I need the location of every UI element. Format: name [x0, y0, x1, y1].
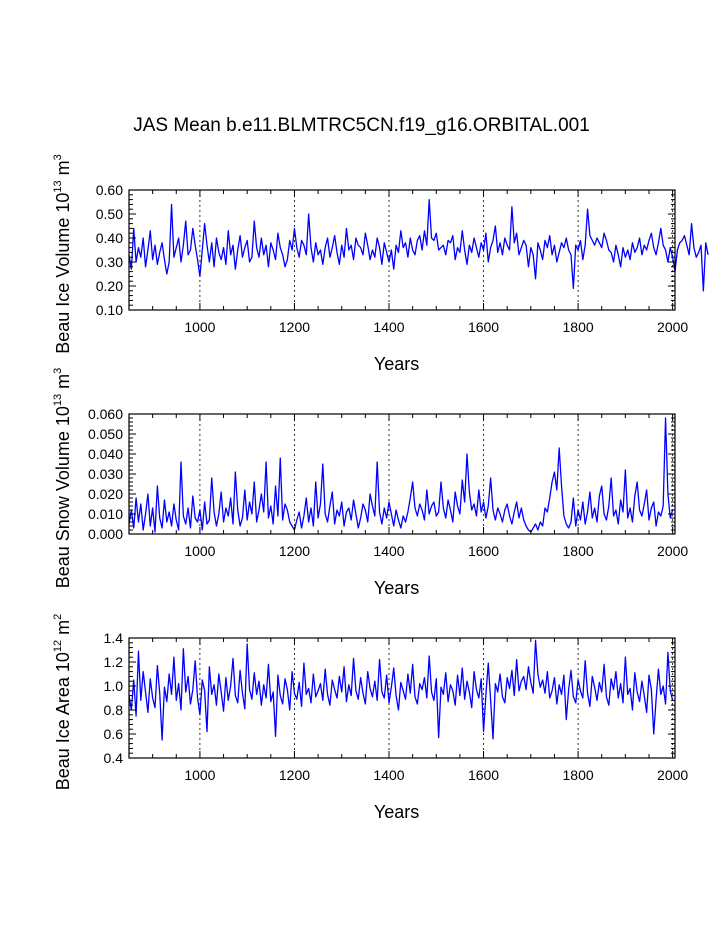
y-axis-title: Beau Ice Volume 1013 m3 — [52, 154, 73, 354]
y-tick-label: 0.10 — [96, 302, 123, 318]
y-tick-label: 0.050 — [88, 426, 123, 442]
x-tick-label: 1400 — [373, 767, 404, 783]
x-tick-label: 1400 — [373, 543, 404, 559]
y-axis-title-unit: m — [53, 620, 73, 640]
y-tick-label: 0.20 — [96, 278, 123, 294]
y-tick-label: 0.30 — [96, 254, 123, 270]
y-axis-title-exp: 13 — [52, 180, 64, 192]
y-axis-title: Beau Snow Volume 1013 m3 — [52, 368, 73, 589]
panel-1: 1000 1200 1400 1600 1800 2000 0.10 0.20 0.30 0.40… — [52, 154, 709, 374]
y-tick-label: 0.8 — [104, 702, 124, 718]
x-tick-label: 1000 — [184, 543, 215, 559]
series-line — [128, 417, 674, 533]
y-axis-title-unit: m — [53, 374, 73, 394]
y-tick-label: 1.4 — [104, 630, 124, 646]
y-axis-title-unit-exp: 2 — [52, 614, 64, 620]
y-axis-title-text: Beau Ice Volume 10 — [53, 193, 73, 354]
y-tick-label: 0.000 — [88, 526, 123, 542]
series-line — [128, 198, 709, 292]
y-axis-title-unit: m — [53, 160, 73, 180]
y-tick-label: 0.020 — [88, 486, 123, 502]
x-axis-title: Years — [374, 578, 419, 598]
y-tick-label: 1.0 — [104, 678, 124, 694]
y-axis-title-text: Beau Snow Volume 10 — [53, 406, 73, 588]
x-tick-label: 1800 — [563, 319, 594, 335]
y-tick-label: 0.6 — [104, 726, 124, 742]
panel-2: 1000 1200 1400 1600 1800 2000 0.000 0.010 0.020 0… — [52, 368, 688, 598]
plot-frame — [128, 637, 676, 759]
x-tick-label: 1200 — [279, 767, 310, 783]
x-tick-label: 2000 — [657, 767, 688, 783]
x-tick-label: 1000 — [184, 319, 215, 335]
x-tick-label: 2000 — [657, 543, 688, 559]
y-tick-label: 1.2 — [104, 654, 124, 670]
x-tick-label: 1200 — [279, 319, 310, 335]
y-tick-label: 0.030 — [88, 466, 123, 482]
y-axis-title-exp: 13 — [52, 394, 64, 406]
plot-frame — [128, 189, 676, 311]
y-axis-title-exp: 12 — [52, 640, 64, 652]
y-tick-label: 0.40 — [96, 230, 123, 246]
x-tick-label: 2000 — [657, 319, 688, 335]
x-tick-label: 1600 — [468, 767, 499, 783]
chart-title: JAS Mean b.e11.BLMTRC5CN.f19_g16.ORBITAL… — [133, 115, 590, 136]
y-tick-label: 0.010 — [88, 506, 123, 522]
x-tick-label: 1800 — [563, 767, 594, 783]
y-tick-label: 0.060 — [88, 406, 123, 422]
y-tick-label: 0.50 — [96, 206, 123, 222]
y-axis-title-text: Beau Ice Area 10 — [53, 652, 73, 790]
y-axis-title-unit-exp: 3 — [52, 368, 64, 374]
x-axis-title: Years — [374, 802, 419, 822]
series-line — [128, 639, 674, 741]
x-tick-label: 1200 — [279, 543, 310, 559]
y-axis-title-unit-exp: 3 — [52, 154, 64, 160]
panel-3: 1000 1200 1400 1600 1800 2000 0.4 0.6 0.8 1.0 1.2 1… — [52, 614, 688, 822]
x-tick-label: 1000 — [184, 767, 215, 783]
y-tick-label: 0.040 — [88, 446, 123, 462]
x-tick-label: 1600 — [468, 543, 499, 559]
y-axis-title: Beau Ice Area 1012 m2 — [52, 614, 73, 790]
x-tick-label: 1600 — [468, 319, 499, 335]
x-tick-label: 1400 — [373, 319, 404, 335]
y-tick-label: 0.60 — [96, 182, 123, 198]
x-axis-title: Years — [374, 354, 419, 374]
y-tick-label: 0.4 — [104, 750, 124, 766]
x-tick-label: 1800 — [563, 543, 594, 559]
